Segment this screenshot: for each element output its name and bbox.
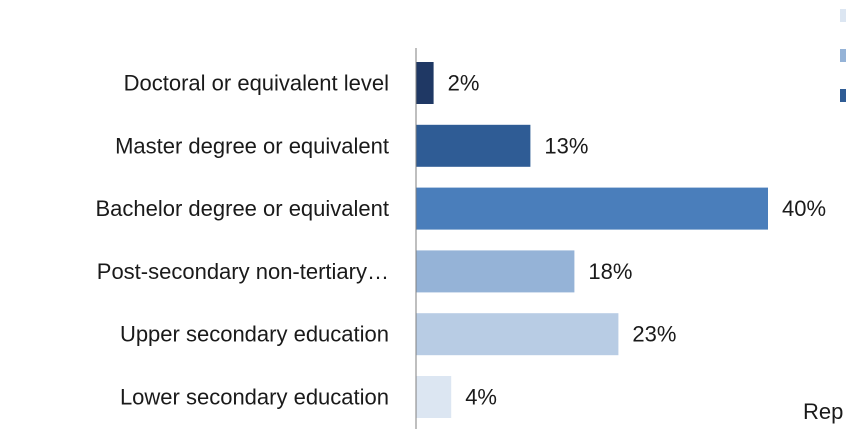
category-label-0: Doctoral or equivalent level [124,71,389,96]
category-label-2: Bachelor degree or equivalent [95,196,389,221]
legend-fragment [840,9,846,102]
category-label-5: Lower secondary education [120,385,389,410]
category-label-4: Upper secondary education [120,322,389,347]
value-label-1: 13% [544,133,588,158]
bar-0 [416,62,434,104]
bar-1 [416,124,531,167]
value-label-2: 40% [782,196,826,221]
legend-swatch-0 [840,9,846,22]
bar-3 [416,250,575,293]
value-label-0: 2% [448,71,480,96]
legend-swatch-1 [840,49,846,62]
partial-text: Rep [803,399,843,424]
bars-layer [416,62,768,418]
labels-layer: Doctoral or equivalent level 2% Master deg… [95,71,826,410]
value-label-3: 18% [588,259,632,284]
legend-swatch-2 [840,89,846,102]
category-label-1: Master degree or equivalent [115,133,389,158]
bar-5 [416,376,452,418]
value-label-4: 23% [632,322,676,347]
bar-4 [416,313,619,356]
value-label-5: 4% [465,385,497,410]
category-label-3: Post-secondary non-tertiary… [97,259,389,284]
bar-2 [416,187,768,230]
